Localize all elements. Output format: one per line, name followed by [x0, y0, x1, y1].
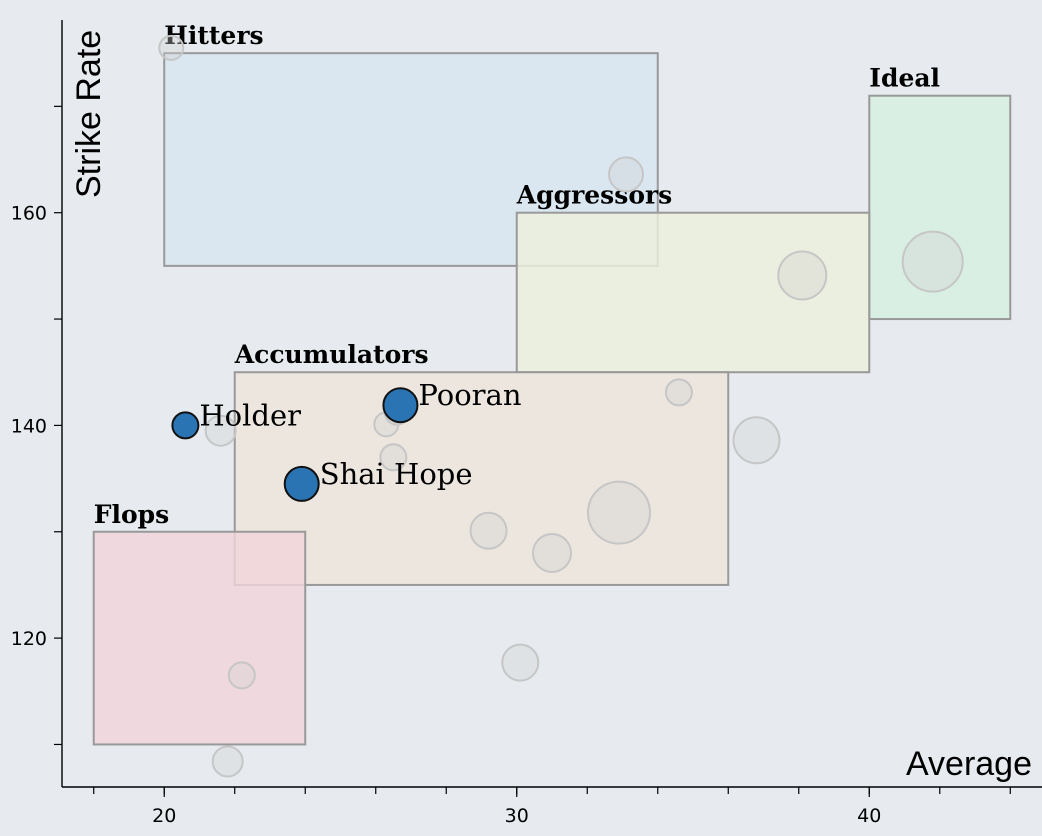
bubble-point — [204, 414, 237, 447]
zone-label: Accumulators — [234, 340, 429, 369]
zone-rect — [868, 94, 1012, 321]
x-tick-label: 20 — [152, 805, 176, 827]
y-tick-label: 160 — [11, 203, 47, 225]
zone-label: Aggressors — [516, 181, 673, 210]
player-label: Shai Hope — [320, 457, 473, 491]
bubble-point — [469, 511, 508, 550]
player-point — [171, 411, 200, 440]
bubble-point — [664, 378, 693, 407]
y-axis-title: Strike Rate — [70, 30, 108, 198]
x-tick-label: 30 — [505, 805, 529, 827]
player-point — [283, 465, 320, 502]
bubble-point — [379, 443, 408, 472]
zone-rect — [92, 530, 307, 746]
bubble-point — [732, 416, 781, 465]
player-point — [382, 387, 419, 424]
axes-layer: 20 30 40 120 140 160 — [11, 20, 1042, 827]
bubble-point — [227, 661, 256, 690]
bubble-point — [501, 643, 540, 682]
bubble-point — [586, 480, 651, 545]
zones-layer: Hitters Ideal Aggressors Accumulators Flops — [92, 21, 1012, 746]
bubble-point — [777, 250, 828, 301]
bubble-point — [608, 156, 645, 193]
zone-label: Ideal — [869, 64, 940, 93]
bubble-point — [211, 745, 244, 778]
x-tick-label: 40 — [857, 805, 881, 827]
y-tick-label: 120 — [11, 628, 47, 650]
bubbles-layer — [158, 34, 964, 778]
zone-label: Hitters — [164, 21, 263, 50]
highlight-layer: Holder Pooran Shai Hope — [171, 378, 522, 502]
player-label: Pooran — [418, 378, 521, 412]
x-axis-title: Average — [906, 745, 1032, 783]
bubble-point — [532, 533, 572, 574]
player-label: Holder — [199, 398, 301, 432]
bubble-point — [901, 230, 964, 293]
y-tick-label: 140 — [11, 415, 47, 437]
zone-label: Flops — [94, 500, 169, 529]
bubble-point — [158, 34, 185, 61]
